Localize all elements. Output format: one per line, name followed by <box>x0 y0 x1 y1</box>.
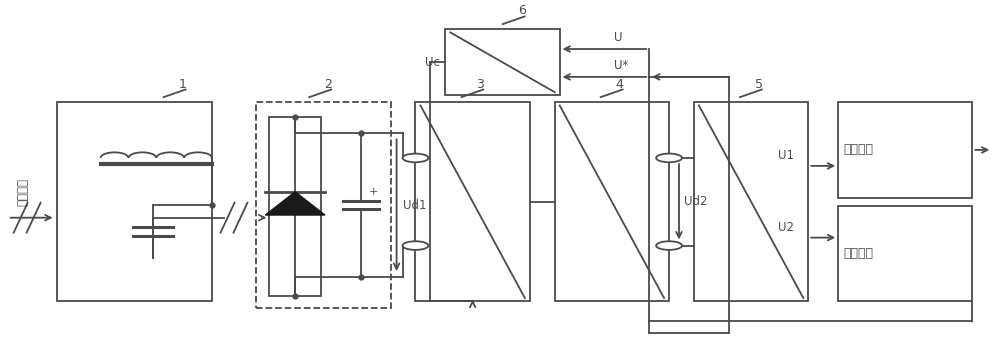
FancyBboxPatch shape <box>555 102 669 301</box>
FancyBboxPatch shape <box>838 102 972 198</box>
Text: 4: 4 <box>616 77 624 90</box>
Text: 高压输出: 高压输出 <box>843 143 873 157</box>
Circle shape <box>656 241 682 250</box>
Text: 6: 6 <box>518 4 526 18</box>
Circle shape <box>403 154 428 162</box>
Text: +: + <box>369 187 378 197</box>
Text: 2: 2 <box>324 77 332 90</box>
Polygon shape <box>265 192 325 215</box>
Text: U2: U2 <box>778 221 794 234</box>
FancyBboxPatch shape <box>415 102 530 301</box>
FancyBboxPatch shape <box>694 102 808 301</box>
Text: 供电输入: 供电输入 <box>16 178 29 206</box>
FancyBboxPatch shape <box>57 102 212 301</box>
Text: 高压采样: 高压采样 <box>843 247 873 260</box>
Circle shape <box>656 154 682 162</box>
FancyBboxPatch shape <box>838 206 972 301</box>
Text: Ud1: Ud1 <box>403 198 426 212</box>
Text: U: U <box>614 31 623 44</box>
Text: Ud2: Ud2 <box>684 195 707 208</box>
Text: U*: U* <box>614 59 629 72</box>
Text: 1: 1 <box>179 77 186 90</box>
Text: 3: 3 <box>476 77 484 90</box>
Circle shape <box>403 241 428 250</box>
Text: Uc: Uc <box>425 56 440 69</box>
Text: U1: U1 <box>778 149 794 162</box>
FancyBboxPatch shape <box>269 117 321 297</box>
FancyBboxPatch shape <box>445 29 560 96</box>
Text: 5: 5 <box>755 77 763 90</box>
FancyBboxPatch shape <box>256 102 391 308</box>
